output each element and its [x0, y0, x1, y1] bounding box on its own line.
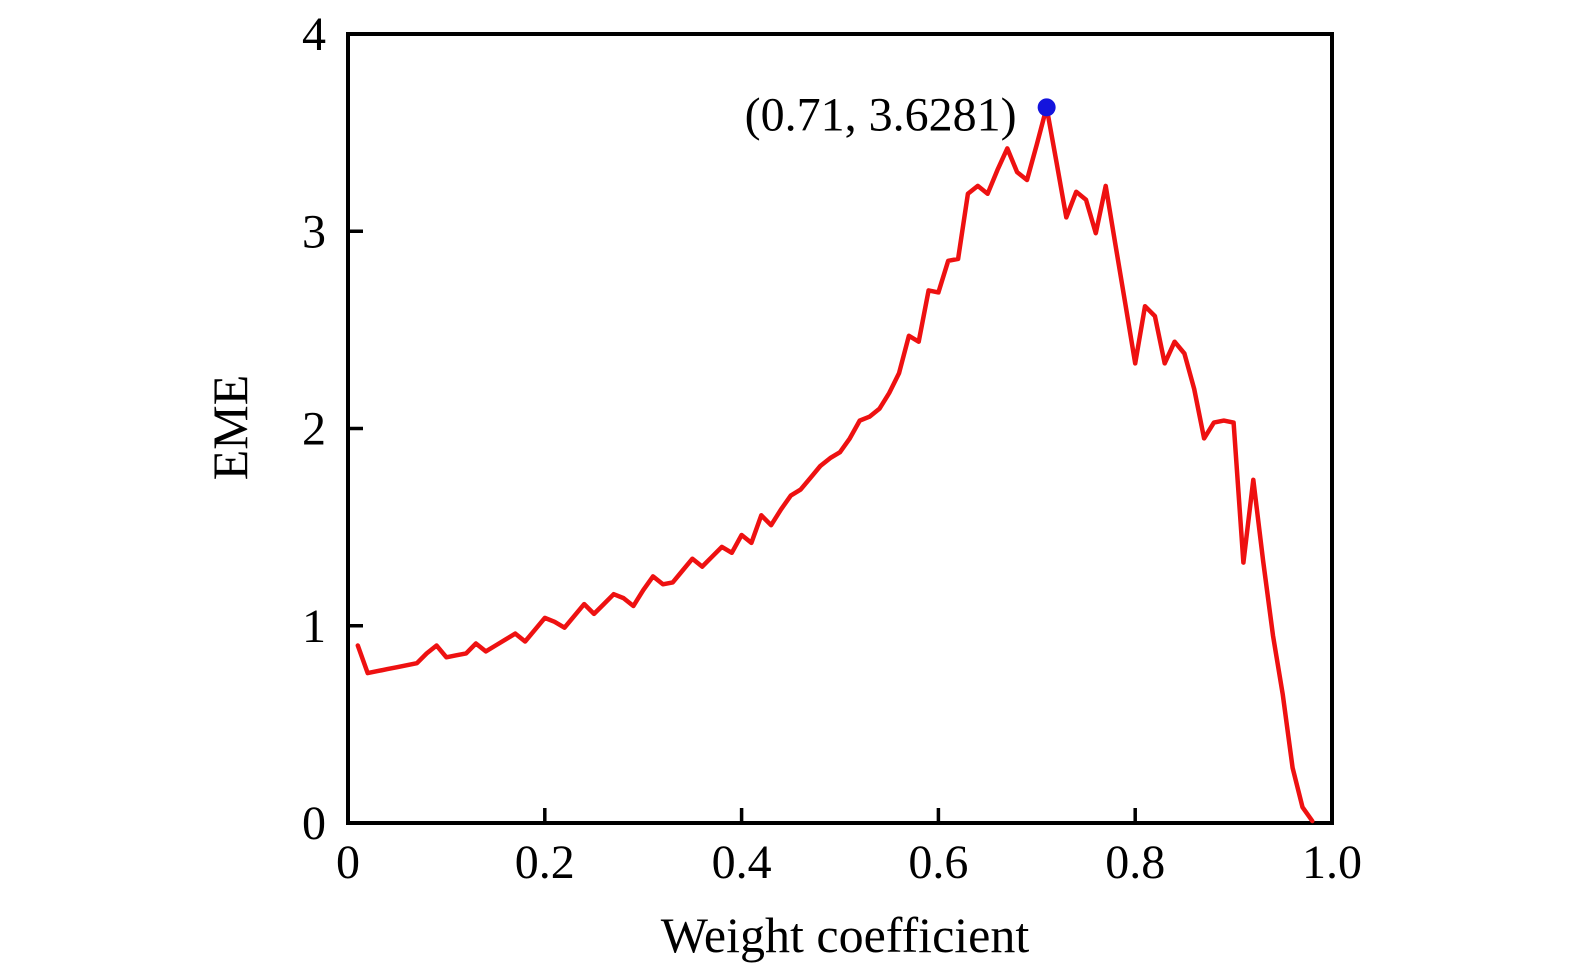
peak-marker-dot [1037, 98, 1056, 117]
x-tick-label: 1.0 [1302, 836, 1362, 889]
x-tick-label: 0.4 [712, 836, 772, 889]
axis-tick-labels: 0 0.2 0.4 0.6 0.8 1.0 0 1 2 3 4 [302, 8, 1362, 889]
y-tick-label: 2 [302, 403, 326, 456]
peak-annotation: (0.71, 3.6281) [745, 88, 1017, 141]
y-tick-label: 1 [302, 600, 326, 653]
y-tick-label: 3 [302, 205, 326, 258]
eme-curve-line [355, 105, 1315, 824]
plot-frame [346, 32, 1334, 825]
y-tick-label: 0 [302, 797, 326, 850]
x-axis-label: Weight coefficient [661, 907, 1030, 963]
x-tick-label: 0.6 [908, 836, 968, 889]
x-tick-label: 0.8 [1105, 836, 1165, 889]
axis-ticks [346, 32, 1334, 825]
x-tick-label: 0 [336, 836, 360, 889]
y-tick-label: 4 [302, 8, 326, 61]
y-axis-label: EME [202, 375, 258, 481]
x-tick-label: 0.2 [515, 836, 575, 889]
